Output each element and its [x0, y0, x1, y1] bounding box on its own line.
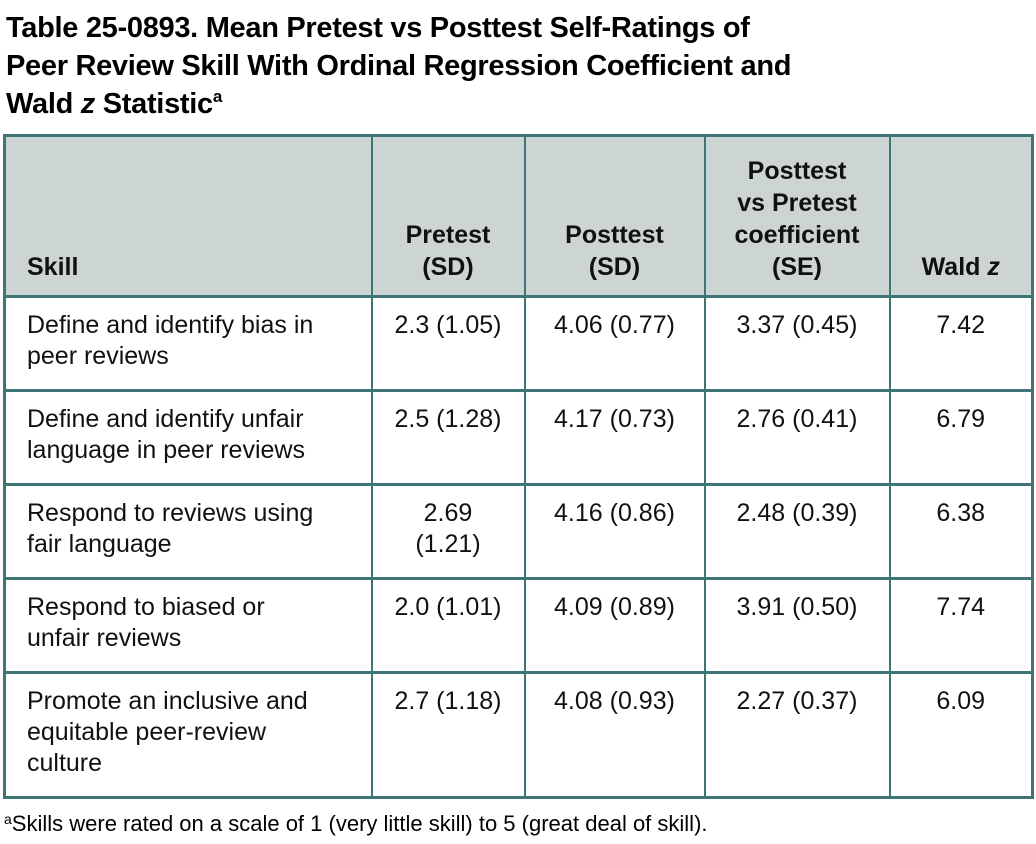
title-line-3: Wald z Statistica [6, 85, 1036, 127]
table-row: Promote an inclusive and equitable peer-… [3, 671, 1034, 799]
cell-pretest: 2.7 (1.18) [370, 671, 526, 799]
table-row: Respond to biased or unfair reviews 2.0 … [3, 577, 1034, 674]
title-wald-prefix: Wald [6, 88, 81, 120]
cell-coefficient: 2.27 (0.37) [703, 671, 891, 799]
cell-pretest: 2.3 (1.05) [370, 295, 526, 392]
title-statistic: Statistic [94, 88, 213, 120]
table-row: Define and identify bias in peer reviews… [3, 295, 1034, 392]
table-footnote: aSkills were rated on a scale of 1 (very… [4, 810, 1036, 840]
header-wald-z-letter: z [987, 253, 1000, 281]
table-row: Define and identify unfair language in p… [3, 389, 1034, 486]
header-row: Skill Pretest (SD) Posttest (SD) Posttes… [3, 134, 1034, 298]
header-wald-prefix: Wald [921, 253, 988, 281]
cell-wald-z: 7.74 [888, 577, 1034, 674]
cell-skill: Respond to reviews using fair language [3, 483, 373, 580]
results-table: Skill Pretest (SD) Posttest (SD) Posttes… [3, 134, 1034, 799]
cell-skill: Promote an inclusive and equitable peer-… [3, 671, 373, 799]
header-wald-z: Wald z [888, 134, 1034, 298]
cell-skill: Define and identify bias in peer reviews [3, 295, 373, 392]
title-footnote-marker: a [212, 87, 222, 106]
cell-posttest: 4.17 (0.73) [523, 389, 706, 486]
title-line-1: Table 25-0893. Mean Pretest vs Posttest … [6, 12, 750, 44]
table-body: Define and identify bias in peer reviews… [3, 295, 1034, 799]
cell-skill: Define and identify unfair language in p… [3, 389, 373, 486]
cell-coefficient: 3.91 (0.50) [703, 577, 891, 674]
cell-pretest: 2.5 (1.28) [370, 389, 526, 486]
cell-skill: Respond to biased or unfair reviews [3, 577, 373, 674]
cell-pretest: 2.69 (1.21) [370, 483, 526, 580]
cell-coefficient: 2.48 (0.39) [703, 483, 891, 580]
title-wald-z: z [80, 88, 96, 120]
table-row: Respond to reviews using fair language 2… [3, 483, 1034, 580]
cell-wald-z: 6.09 [888, 671, 1034, 799]
header-pretest: Pretest (SD) [370, 134, 526, 298]
table-title: Table 25-0893. Mean Pretest vs Posttest … [6, 9, 1036, 127]
cell-wald-z: 6.79 [888, 389, 1034, 486]
cell-posttest: 4.08 (0.93) [523, 671, 706, 799]
page: Table 25-0893. Mean Pretest vs Posttest … [0, 9, 1036, 844]
cell-wald-z: 7.42 [888, 295, 1034, 392]
table-header: Skill Pretest (SD) Posttest (SD) Posttes… [3, 134, 1034, 298]
cell-wald-z: 6.38 [888, 483, 1034, 580]
header-posttest: Posttest (SD) [523, 134, 706, 298]
header-coefficient: Posttest vs Pretest coefficient (SE) [703, 134, 891, 298]
cell-posttest: 4.09 (0.89) [523, 577, 706, 674]
footnote-text: Skills were rated on a scale of 1 (very … [11, 811, 708, 836]
footnote-marker: a [4, 811, 12, 827]
header-skill: Skill [3, 134, 373, 298]
cell-posttest: 4.06 (0.77) [523, 295, 706, 392]
cell-coefficient: 3.37 (0.45) [703, 295, 891, 392]
cell-coefficient: 2.76 (0.41) [703, 389, 891, 486]
title-line-2: Peer Review Skill With Ordinal Regressio… [6, 50, 792, 82]
cell-pretest: 2.0 (1.01) [370, 577, 526, 674]
cell-posttest: 4.16 (0.86) [523, 483, 706, 580]
